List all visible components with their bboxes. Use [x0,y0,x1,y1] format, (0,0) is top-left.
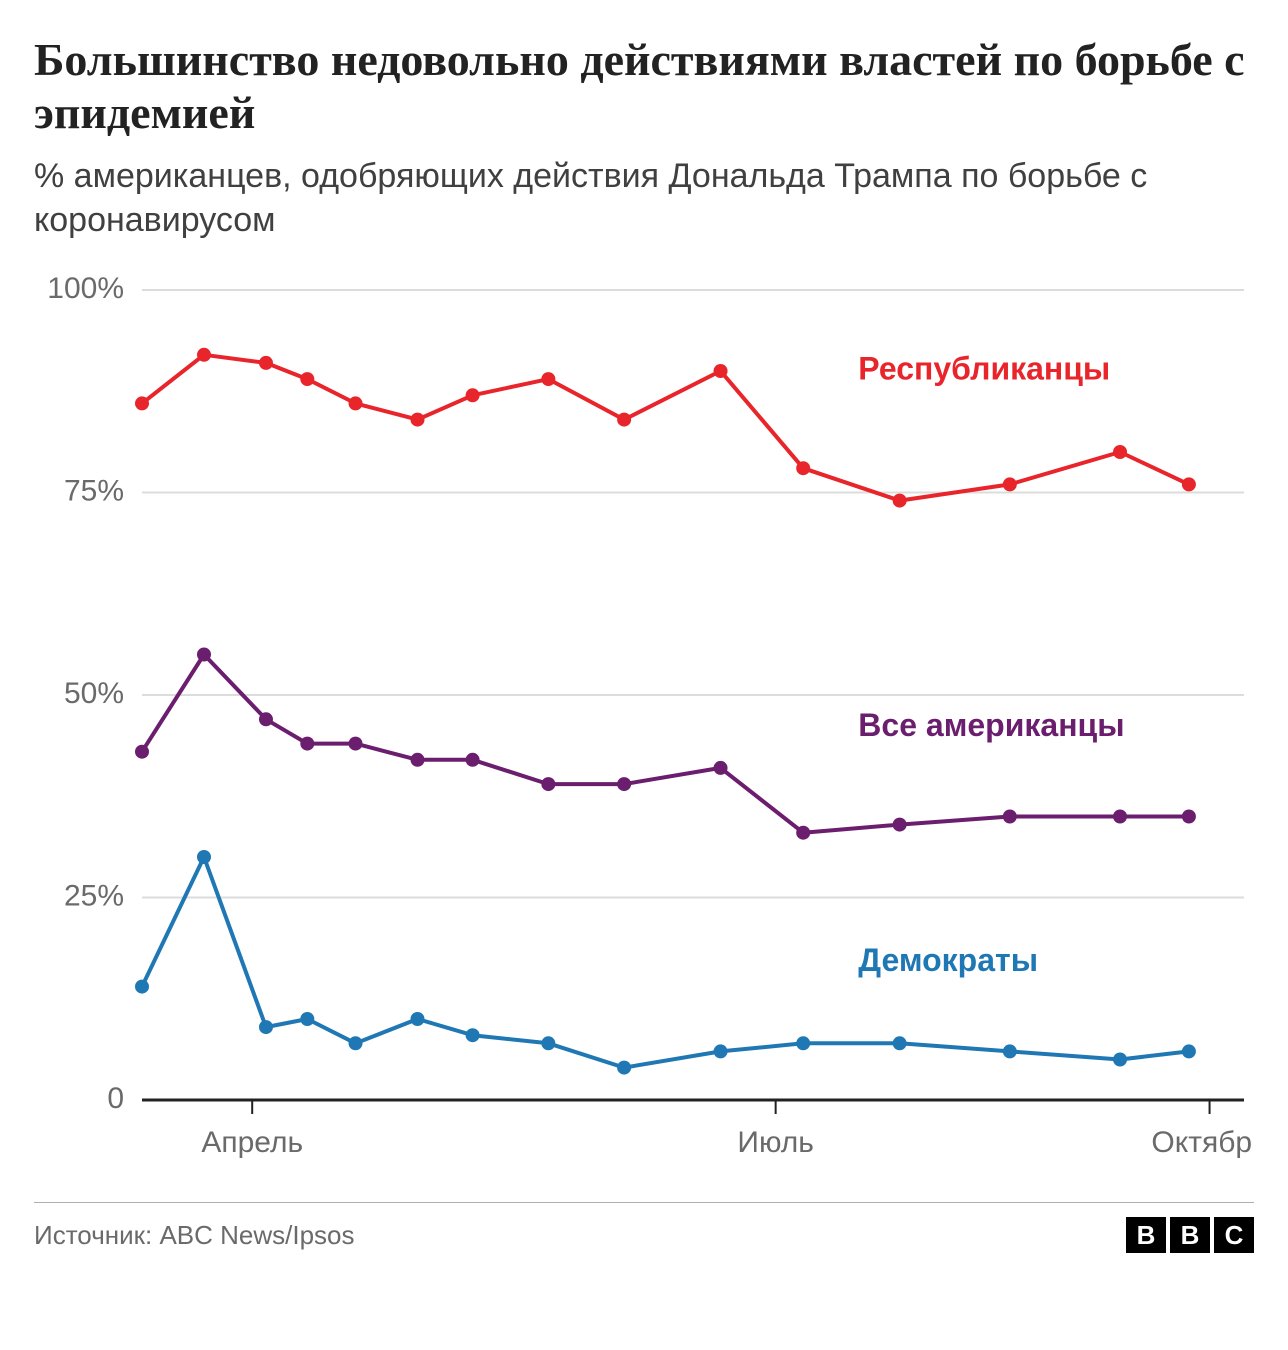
page-subtitle: % американцев, одобряющих действия Донал… [34,154,1254,242]
bbc-logo: B B C [1126,1217,1254,1253]
svg-text:Республиканцы: Республиканцы [858,351,1110,387]
svg-text:25%: 25% [64,880,124,913]
page-title: Большинство недовольно действиями власте… [34,34,1254,140]
line-chart: 0 25% 50% 75% 100% Апрель Июль Октябрь Республик… [34,270,1254,1170]
svg-text:Все американцы: Все американцы [858,707,1124,743]
svg-text:Июль: Июль [737,1126,814,1159]
chart-container: Большинство недовольно действиями власте… [0,0,1288,1279]
svg-text:Демократы: Демократы [858,942,1038,978]
bbc-logo-block: B [1170,1217,1210,1253]
chart-footer: Источник: ABC News/Ipsos B B C [34,1202,1254,1279]
bbc-logo-block: C [1214,1217,1254,1253]
chart-svg: 0 25% 50% 75% 100% Апрель Июль Октябрь Республик… [34,270,1254,1170]
svg-text:Октябрь: Октябрь [1151,1126,1254,1159]
svg-text:0: 0 [107,1082,124,1115]
source-label: Источник: ABC News/Ipsos [34,1220,355,1251]
svg-text:75%: 75% [64,475,124,508]
bbc-logo-block: B [1126,1217,1166,1253]
svg-text:Апрель: Апрель [201,1126,303,1159]
svg-text:100%: 100% [47,272,124,305]
svg-text:50%: 50% [64,677,124,710]
